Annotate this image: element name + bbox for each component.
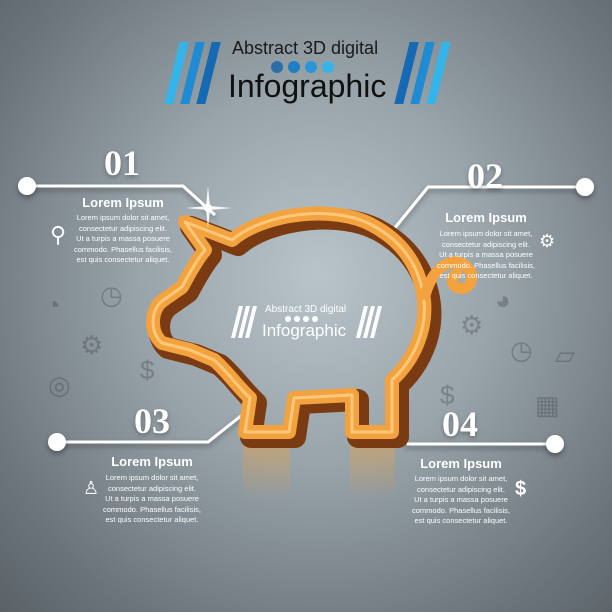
businessman-icon: ♙ — [83, 478, 100, 498]
section-01-number: 01 — [104, 143, 140, 183]
dollar-icon: $ — [440, 380, 455, 410]
magnifier-icon: ⚲ — [50, 222, 67, 247]
node-04 — [546, 435, 564, 453]
connector-01 — [27, 184, 217, 217]
section-03-number: 03 — [134, 401, 170, 441]
section-04-title: Lorem Ipsum — [420, 456, 502, 471]
clock-icon: ◷ — [510, 335, 533, 365]
node-03 — [48, 433, 66, 451]
node-02 — [576, 178, 594, 196]
pig-tail — [418, 256, 478, 302]
header-dots — [271, 61, 334, 73]
header-title: Infographic — [228, 68, 387, 104]
center-title: Infographic — [262, 321, 347, 340]
node-01 — [18, 177, 36, 195]
section-01-title: Lorem Ipsum — [82, 195, 164, 210]
connector-02 — [383, 185, 585, 241]
section-01-text: Lorem ipsum dolor sit amet, consectetur a… — [74, 213, 172, 264]
center-dots — [285, 316, 318, 322]
dot — [305, 61, 317, 73]
center-stripes-right — [356, 306, 382, 340]
dot — [271, 61, 283, 73]
dot — [322, 61, 334, 73]
dollar-icon: $ — [140, 355, 155, 385]
pie-chart-icon: ◕ — [495, 285, 511, 315]
section-02-text: Lorem ipsum dolor sit amet, consectetur a… — [437, 229, 535, 280]
header-subtitle: Abstract 3D digital — [232, 38, 379, 58]
connector-03 — [57, 413, 243, 444]
center-subtitle: Abstract 3D digital — [265, 304, 347, 315]
gears-icon: ⚙ — [539, 231, 556, 251]
center-stripes-left — [231, 306, 257, 340]
target-icon: ◎ — [48, 370, 71, 400]
section-02-title: Lorem Ipsum — [445, 210, 527, 225]
pig-reflection — [243, 440, 395, 500]
pig-outline — [146, 206, 478, 448]
laptop-icon: ▱ — [555, 340, 575, 370]
sparkle — [186, 186, 232, 228]
dot — [288, 61, 300, 73]
calculator-icon: ▦ — [535, 390, 560, 420]
section-04-text: Lorem ipsum dolor sit amet, consectetur a… — [412, 474, 510, 525]
clock-icon: ◷ — [100, 280, 123, 310]
section-03-text: Lorem ipsum dolor sit amet, consectetur a… — [103, 473, 201, 524]
gears-icon: ⚙ — [460, 310, 484, 340]
section-04-number: 04 — [442, 404, 478, 444]
section-02-number: 02 — [467, 156, 503, 196]
pie-chart-icon: ◔ — [45, 290, 61, 320]
section-03-title: Lorem Ipsum — [111, 454, 193, 469]
dollar-icon: $ — [515, 478, 527, 500]
gears-icon: ⚙ — [80, 330, 104, 360]
